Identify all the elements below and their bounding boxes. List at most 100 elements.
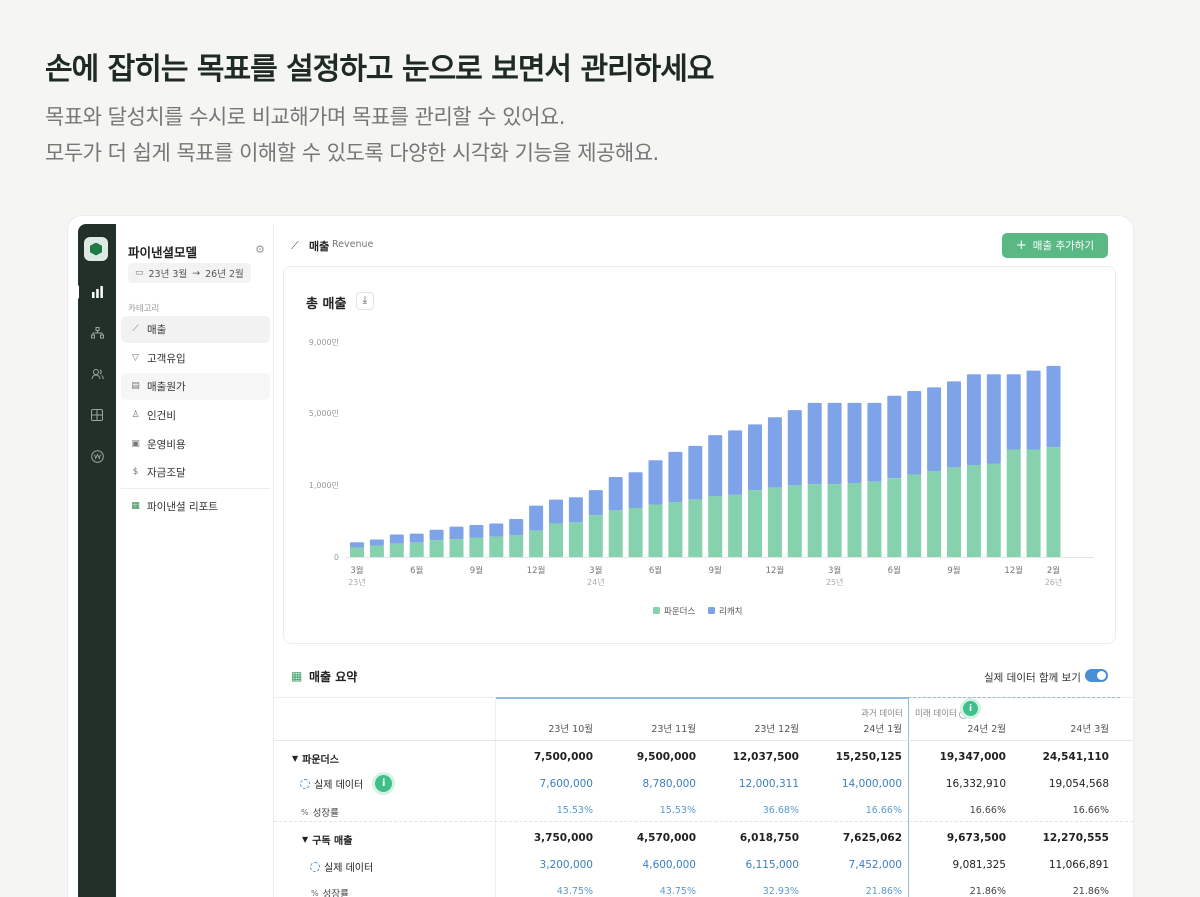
table-cell[interactable]: 12,000,311 xyxy=(738,778,799,790)
table-cell[interactable]: 32.93% xyxy=(762,886,799,897)
table-cell[interactable]: 9,673,500 xyxy=(946,832,1006,844)
gear-icon[interactable]: ⚙ xyxy=(255,243,265,256)
table-cell[interactable]: 36.68% xyxy=(762,805,799,816)
page-title: 매출 xyxy=(309,240,330,253)
table-row[interactable]: 실제 데이터 i 7,600,000 8,780,000 12,000,311 1… xyxy=(274,771,1133,798)
add-revenue-button[interactable]: + 매출 추가하기 xyxy=(1002,233,1108,258)
x-year-label: 24년 xyxy=(587,577,605,587)
summary-title: 매출 요약 xyxy=(309,670,358,684)
calculator-icon[interactable] xyxy=(89,407,105,423)
table-cell[interactable]: 7,625,062 xyxy=(842,832,902,844)
caret-down-icon[interactable]: ▼ xyxy=(302,835,309,844)
plus-icon: + xyxy=(1015,238,1027,253)
x-tick-label: 12월 xyxy=(1004,565,1023,576)
legend-swatch xyxy=(708,607,715,614)
users-icon[interactable] xyxy=(89,366,105,382)
table-cell[interactable]: 9,081,325 xyxy=(952,859,1006,871)
caret-down-icon[interactable]: ▼ xyxy=(292,754,299,763)
table-cell[interactable]: 15,250,125 xyxy=(835,751,902,763)
bar-리캐치 xyxy=(588,490,603,516)
table-cell[interactable]: 11,066,891 xyxy=(1048,859,1109,871)
column-header: 24년 2월 xyxy=(967,724,1006,735)
x-year-label: 23년 xyxy=(348,577,366,587)
table-cell[interactable]: 8,780,000 xyxy=(642,778,696,790)
date-range-chip[interactable]: ▭ 23년 3월 → 26년 2월 xyxy=(128,263,251,283)
show-actual-toggle[interactable] xyxy=(1085,669,1108,682)
sidebar-item-personnel[interactable]: ♙ 인건비 xyxy=(121,402,270,429)
funnel-icon: ▽ xyxy=(132,352,139,363)
sidebar-item-revenue[interactable]: ⟋ 매출 xyxy=(121,316,270,343)
table-cell[interactable]: 16.66% xyxy=(969,805,1006,816)
bar-리캐치 xyxy=(608,476,623,511)
table-cell[interactable]: 43.75% xyxy=(659,886,696,897)
bar-리캐치 xyxy=(648,460,663,505)
table-cell[interactable]: 19,054,568 xyxy=(1048,778,1109,790)
table-cell[interactable]: 21.86% xyxy=(865,886,902,897)
table-cell[interactable]: 3,200,000 xyxy=(539,859,593,871)
bar-파운더스 xyxy=(568,522,583,557)
info-icon[interactable]: i xyxy=(375,775,393,792)
table-cell[interactable]: 16.66% xyxy=(865,805,902,816)
row-label: 실제 데이터 xyxy=(310,859,373,874)
table-row[interactable]: ▼ 파운더스 7,500,000 9,500,000 12,037,500 15,… xyxy=(274,744,1133,771)
x-tick-label: 6월 xyxy=(888,565,901,576)
bar-파운더스 xyxy=(867,481,882,557)
table-row[interactable]: % 성장률 15.53% 15.53% 36.68% 16.66% 16.66% … xyxy=(274,798,1133,825)
table-cell[interactable]: 19,347,000 xyxy=(939,751,1006,763)
label-column-divider xyxy=(495,697,496,897)
table-cell[interactable]: 16,332,910 xyxy=(945,778,1006,790)
bar-리캐치 xyxy=(449,526,464,540)
info-icon[interactable]: i xyxy=(963,701,978,716)
table-row[interactable]: % 성장률 43.75% 43.75% 32.93% 21.86% 21.86% … xyxy=(274,879,1133,897)
bar-리캐치 xyxy=(489,523,504,537)
sidebar-item-cogs[interactable]: ▤ 매출원가 xyxy=(121,373,270,401)
table-row[interactable]: 실제 데이터 3,200,000 4,600,000 6,115,000 7,4… xyxy=(274,852,1133,879)
table-cell[interactable]: 21.86% xyxy=(969,886,1006,897)
table-cell[interactable]: 3,750,000 xyxy=(533,832,593,844)
table-cell[interactable]: 14,000,000 xyxy=(841,778,902,790)
table-cell[interactable]: 9,500,000 xyxy=(636,751,696,763)
table-cell[interactable]: 4,570,000 xyxy=(636,832,696,844)
total-revenue-card: 9,000만 5,000만 1,000만 0 3월 6월 9월 12월 3월 6월 9월 12월 3월 6… xyxy=(283,266,1116,644)
table-cell[interactable]: 12,270,555 xyxy=(1042,832,1109,844)
sidebar: 파이낸셜모델 ⚙ ▭ 23년 3월 → 26년 2월 카테고리 ⟋ 매출 ▽ 고… xyxy=(116,224,274,897)
sidebar-item-financial-report[interactable]: ▦ 파이낸셜 리포트 xyxy=(121,493,270,520)
future-range-bar xyxy=(908,697,1120,698)
download-icon[interactable]: ⤓ xyxy=(356,292,374,310)
bar-리캐치 xyxy=(787,410,802,486)
bar-파운더스 xyxy=(429,540,444,557)
row-label-text: 실제 데이터 xyxy=(314,780,364,791)
bar-리캐치 xyxy=(369,539,384,546)
bar-chart-icon[interactable] xyxy=(89,284,105,300)
y-tick-label: 9,000만 xyxy=(309,338,340,347)
bar-파운더스 xyxy=(787,485,802,557)
sidebar-item-operating-cost[interactable]: ▣ 운영비용 xyxy=(121,431,270,458)
table-cell[interactable]: 21.86% xyxy=(1072,886,1109,897)
table-row[interactable]: ▼ 구독 매출 3,750,000 4,570,000 6,018,750 7,6… xyxy=(274,825,1133,852)
table-cell[interactable]: 24,541,110 xyxy=(1042,751,1109,763)
table-cell[interactable]: 7,500,000 xyxy=(533,751,593,763)
y-tick-label: 5,000만 xyxy=(309,409,340,418)
table-cell[interactable]: 12,037,500 xyxy=(732,751,799,763)
sidebar-item-funding[interactable]: $ 자금조달 xyxy=(121,459,270,486)
logo-icon[interactable] xyxy=(84,237,108,261)
org-chart-icon[interactable] xyxy=(89,325,105,341)
add-revenue-label: 매출 추가하기 xyxy=(1032,240,1095,252)
bar-리캐치 xyxy=(409,533,424,543)
won-icon[interactable] xyxy=(89,448,105,464)
table-cell[interactable]: 43.75% xyxy=(556,886,593,897)
table-cell[interactable]: 15.53% xyxy=(659,805,696,816)
table-cell[interactable]: 15.53% xyxy=(556,805,593,816)
legend-label: 리캐치 xyxy=(719,607,742,617)
table-cell[interactable]: 6,018,750 xyxy=(739,832,799,844)
bar-리캐치 xyxy=(668,451,683,503)
table-cell[interactable]: 6,115,000 xyxy=(745,859,799,871)
bar-리캐치 xyxy=(947,381,961,468)
table-cell[interactable]: 7,452,000 xyxy=(848,859,902,871)
table-cell[interactable]: 7,600,000 xyxy=(539,778,593,790)
sidebar-item-customer-acquisition[interactable]: ▽ 고객유입 xyxy=(121,345,270,372)
table-cell[interactable]: 16.66% xyxy=(1072,805,1109,816)
grid-icon: ▦ xyxy=(291,669,303,683)
bar-파운더스 xyxy=(509,535,524,557)
table-cell[interactable]: 4,600,000 xyxy=(642,859,696,871)
